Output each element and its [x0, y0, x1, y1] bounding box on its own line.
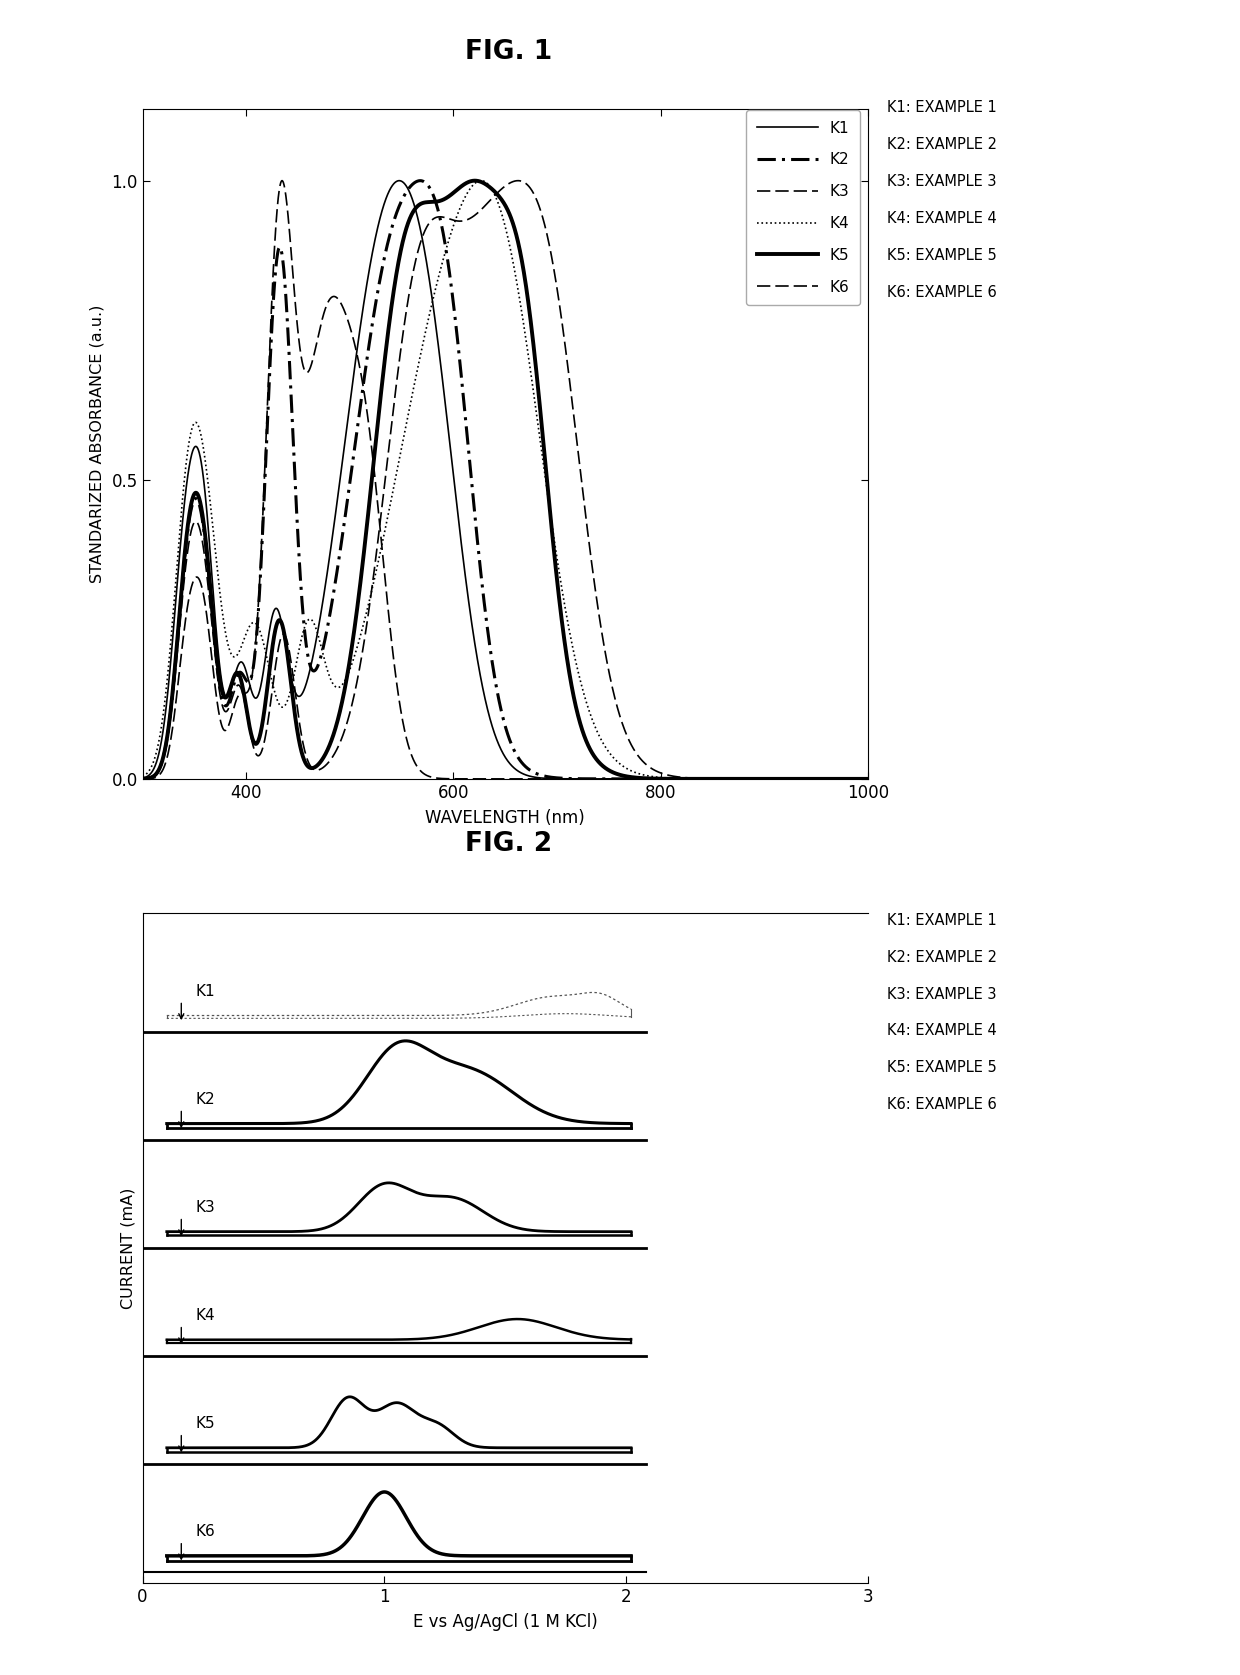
- Text: K2: EXAMPLE 2: K2: EXAMPLE 2: [887, 137, 997, 152]
- Text: K3: EXAMPLE 3: K3: EXAMPLE 3: [887, 987, 996, 1002]
- Text: K4: K4: [196, 1308, 216, 1323]
- Text: K3: EXAMPLE 3: K3: EXAMPLE 3: [887, 174, 996, 189]
- Text: K5: EXAMPLE 5: K5: EXAMPLE 5: [887, 248, 997, 263]
- Text: K1: EXAMPLE 1: K1: EXAMPLE 1: [887, 100, 997, 116]
- Text: K4: EXAMPLE 4: K4: EXAMPLE 4: [887, 211, 997, 226]
- Legend: K1, K2, K3, K4, K5, K6: K1, K2, K3, K4, K5, K6: [746, 111, 861, 305]
- Y-axis label: CURRENT (mA): CURRENT (mA): [120, 1188, 135, 1308]
- Text: K1: K1: [196, 983, 216, 998]
- Text: K1: EXAMPLE 1: K1: EXAMPLE 1: [887, 913, 997, 928]
- X-axis label: WAVELENGTH (nm): WAVELENGTH (nm): [425, 809, 585, 827]
- Text: K6: K6: [196, 1524, 216, 1539]
- Text: FIG. 1: FIG. 1: [465, 39, 552, 65]
- X-axis label: E vs Ag/AgCl (1 M KCl): E vs Ag/AgCl (1 M KCl): [413, 1613, 598, 1631]
- Text: K4: EXAMPLE 4: K4: EXAMPLE 4: [887, 1023, 997, 1038]
- Text: K6: EXAMPLE 6: K6: EXAMPLE 6: [887, 1097, 997, 1112]
- Text: FIG. 2: FIG. 2: [465, 831, 552, 858]
- Text: K3: K3: [196, 1199, 216, 1214]
- Y-axis label: STANDARIZED ABSORBANCE (a.u.): STANDARIZED ABSORBANCE (a.u.): [89, 305, 104, 583]
- Text: K2: EXAMPLE 2: K2: EXAMPLE 2: [887, 950, 997, 965]
- Text: K6: EXAMPLE 6: K6: EXAMPLE 6: [887, 285, 997, 300]
- Text: K5: K5: [196, 1415, 216, 1430]
- Text: K2: K2: [196, 1092, 216, 1107]
- Text: K5: EXAMPLE 5: K5: EXAMPLE 5: [887, 1060, 997, 1075]
